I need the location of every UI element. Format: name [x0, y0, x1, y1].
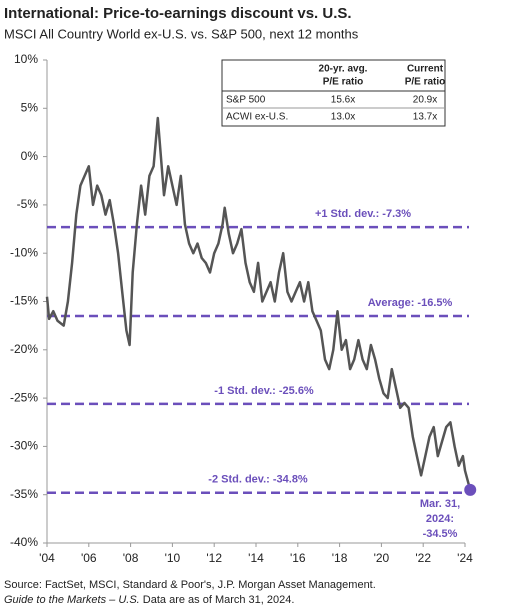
- table-box: [221, 59, 446, 127]
- y-tick-label: -20%: [10, 342, 38, 356]
- y-tick-label: 5%: [21, 100, 39, 114]
- y-tick-label: -40%: [10, 535, 38, 549]
- source: Source: FactSet, MSCI, Standard & Poor's…: [4, 579, 376, 591]
- note: Guide to the Markets – U.S. Data are as …: [4, 594, 294, 606]
- end-label: Mar. 31,: [420, 498, 460, 510]
- reference-label: Average: -16.5%: [368, 297, 453, 309]
- table-cell: S&P 500: [226, 95, 266, 106]
- end-label: 2024:: [426, 513, 454, 525]
- y-tick-label: 0%: [21, 149, 39, 163]
- x-tick-label: '22: [415, 551, 431, 565]
- x-tick-label: '16: [290, 551, 306, 565]
- table-cell: ACWI ex-U.S.: [226, 112, 288, 123]
- x-tick-label: '12: [206, 551, 222, 565]
- x-tick-label: '18: [332, 551, 348, 565]
- y-tick-label: -5%: [17, 197, 39, 211]
- reference-label: -1 Std. dev.: -25.6%: [214, 385, 314, 397]
- x-tick-label: '10: [165, 551, 181, 565]
- y-tick-label: 10%: [14, 52, 38, 66]
- x-tick-label: '20: [374, 551, 390, 565]
- end-marker: [464, 483, 477, 496]
- table-header: P/E ratio: [405, 77, 446, 88]
- reference-label: +1 Std. dev.: -7.3%: [315, 208, 411, 220]
- table-cell: 20.9x: [413, 95, 437, 106]
- x-tick-label: '08: [123, 551, 139, 565]
- note-italic: Guide to the Markets – U.S.: [4, 594, 140, 606]
- y-tick-label: -10%: [10, 245, 38, 259]
- chart-title: International: Price-to-earnings discoun…: [4, 5, 352, 22]
- chart-subtitle: MSCI All Country World ex-U.S. vs. S&P 5…: [4, 26, 359, 41]
- table-header: 20-yr. avg.: [319, 64, 368, 75]
- y-tick-label: -15%: [10, 294, 38, 308]
- x-tick-label: '04: [39, 551, 55, 565]
- data-line: [45, 116, 472, 491]
- end-label: -34.5%: [423, 528, 458, 540]
- table-cell: 13.0x: [331, 112, 355, 123]
- table-header: P/E ratio: [323, 77, 364, 88]
- table-cell: 13.7x: [413, 112, 437, 123]
- x-tick-label: '14: [248, 551, 264, 565]
- table-cell: 15.6x: [331, 95, 355, 106]
- reference-label: -2 Std. dev.: -34.8%: [208, 474, 308, 486]
- y-tick-label: -35%: [10, 487, 38, 501]
- x-tick-label: '06: [81, 551, 97, 565]
- y-tick-label: -25%: [10, 390, 38, 404]
- x-tick-label: '24: [457, 551, 473, 565]
- y-tick-label: -30%: [10, 439, 38, 453]
- note-text: Data are as of March 31, 2024.: [140, 594, 295, 606]
- table-header: Current: [407, 64, 444, 75]
